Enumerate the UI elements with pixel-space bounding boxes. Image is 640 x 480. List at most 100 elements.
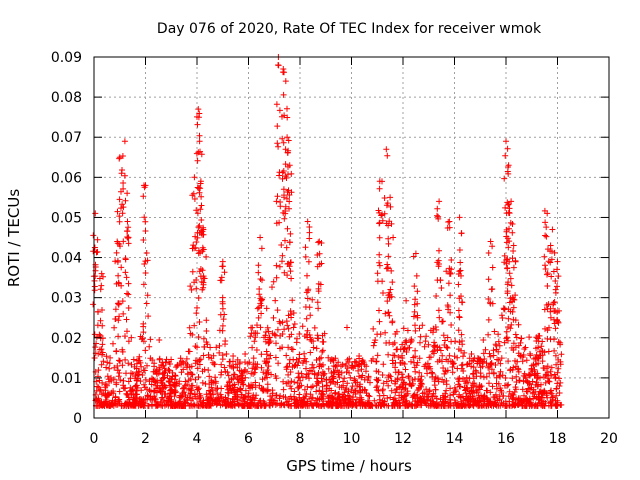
data-point xyxy=(142,376,149,383)
data-point xyxy=(278,242,285,248)
data-point xyxy=(338,369,345,376)
data-point xyxy=(481,398,488,405)
data-point xyxy=(192,233,199,240)
data-point xyxy=(481,392,488,399)
data-point xyxy=(308,338,315,344)
data-point xyxy=(177,355,184,362)
data-point xyxy=(380,290,386,296)
data-point xyxy=(242,374,249,381)
data-point xyxy=(280,139,287,146)
data-point xyxy=(249,344,256,351)
data-point xyxy=(314,252,321,258)
data-point xyxy=(552,352,559,359)
data-point xyxy=(318,375,325,382)
data-point xyxy=(116,218,123,225)
data-point xyxy=(356,362,363,368)
data-point xyxy=(538,394,545,401)
data-point xyxy=(116,155,123,162)
data-point xyxy=(551,320,558,327)
data-point xyxy=(435,213,442,220)
data-point xyxy=(495,380,502,387)
data-point xyxy=(293,339,300,346)
data-point xyxy=(234,364,241,371)
data-point xyxy=(525,371,532,378)
data-point xyxy=(501,252,508,259)
data-point xyxy=(419,390,426,397)
data-point xyxy=(507,275,514,282)
data-point xyxy=(544,271,550,278)
data-point xyxy=(430,329,436,336)
data-point xyxy=(213,344,220,351)
data-point xyxy=(521,346,528,352)
data-point xyxy=(504,168,511,175)
data-point xyxy=(468,351,475,357)
data-point xyxy=(497,368,504,375)
data-point xyxy=(296,355,303,362)
data-point xyxy=(188,371,195,377)
data-point xyxy=(144,392,151,399)
data-point xyxy=(509,229,516,236)
data-point xyxy=(315,239,322,246)
data-point xyxy=(92,273,99,280)
data-point xyxy=(200,352,207,359)
data-point xyxy=(112,258,119,265)
data-point xyxy=(498,389,505,395)
data-point xyxy=(120,310,127,317)
data-point xyxy=(500,393,506,399)
data-point xyxy=(527,350,533,357)
data-point xyxy=(107,354,114,361)
data-point xyxy=(120,180,127,186)
data-point xyxy=(503,335,510,342)
data-point xyxy=(495,331,502,338)
data-point xyxy=(145,403,152,409)
data-point xyxy=(228,376,235,383)
data-point xyxy=(252,395,259,402)
data-point xyxy=(356,383,363,390)
data-point xyxy=(533,351,540,358)
data-point xyxy=(440,365,447,371)
data-point xyxy=(319,383,326,390)
data-point xyxy=(203,253,210,260)
data-point xyxy=(307,312,314,319)
data-point xyxy=(241,402,248,409)
data-point xyxy=(95,384,102,391)
data-point xyxy=(279,319,286,326)
data-point xyxy=(401,393,408,400)
data-point xyxy=(309,383,316,390)
data-point xyxy=(545,348,552,355)
data-point xyxy=(96,387,103,394)
data-point xyxy=(196,319,203,325)
data-point xyxy=(445,402,452,409)
data-point xyxy=(284,225,291,232)
data-point xyxy=(389,279,396,286)
data-point xyxy=(445,358,452,365)
data-point xyxy=(414,359,421,366)
data-point xyxy=(284,261,291,267)
data-point xyxy=(434,205,441,212)
y-tick-label: 0.03 xyxy=(51,291,82,307)
data-point xyxy=(356,373,362,380)
data-point xyxy=(486,350,493,357)
data-point xyxy=(216,398,223,405)
data-point xyxy=(279,175,286,182)
data-point xyxy=(95,367,102,374)
data-point xyxy=(273,262,280,269)
data-point xyxy=(200,335,207,342)
data-point xyxy=(118,402,125,409)
data-point xyxy=(250,355,257,362)
data-point xyxy=(466,375,473,382)
data-point xyxy=(412,368,419,375)
data-point xyxy=(194,157,201,164)
data-point xyxy=(375,207,382,214)
y-tick-label: 0.07 xyxy=(51,130,82,146)
data-point xyxy=(106,365,113,372)
data-point xyxy=(547,308,554,315)
data-point xyxy=(142,228,149,234)
data-point xyxy=(206,391,213,397)
data-point xyxy=(349,396,356,403)
data-point xyxy=(414,402,421,408)
data-point xyxy=(521,373,528,380)
data-point xyxy=(426,363,433,370)
data-point xyxy=(90,232,97,239)
data-point xyxy=(304,327,311,334)
